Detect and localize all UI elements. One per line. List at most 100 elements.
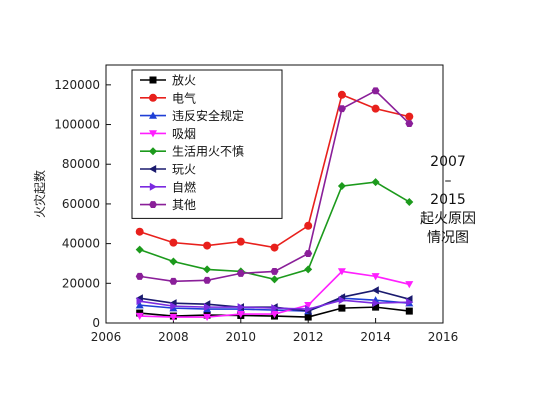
chart-title-line: 2015 [430, 192, 466, 208]
legend-marker [149, 201, 157, 209]
x-tick-label: 2010 [226, 330, 257, 344]
legend-label: 生活用火不慎 [172, 145, 244, 159]
data-point [169, 313, 178, 322]
chart-title-line: 情况图 [427, 230, 469, 246]
legend-item: 吸烟 [140, 127, 196, 141]
data-point [337, 268, 346, 276]
legend-label: 放火 [172, 73, 196, 88]
data-point [136, 297, 144, 306]
data-point [338, 304, 346, 312]
legend-label: 玩火 [172, 163, 196, 177]
legend-label: 其他 [172, 198, 196, 212]
chart-title-line: 起火原因 [420, 211, 476, 227]
legend-marker [149, 76, 157, 84]
data-point [203, 313, 212, 322]
plot-area: 2006 2008 2010 2012 2014 2016 0 20000 40000 6000… [54, 64, 458, 344]
series-5 [135, 178, 414, 284]
legend-item: 生活用火不慎 [140, 145, 244, 159]
legend-item: 放火 [140, 73, 196, 88]
data-point [405, 197, 414, 206]
y-tick-label: 120000 [54, 78, 100, 92]
legend-label: 吸烟 [172, 127, 196, 141]
x-tick-label: 2014 [360, 330, 391, 344]
legend-item: 电气 [140, 90, 196, 105]
plot-frame [105, 64, 444, 324]
data-point [371, 286, 379, 295]
data-point [304, 313, 312, 321]
data-point [405, 307, 413, 315]
legend-box [131, 69, 283, 219]
data-point [203, 265, 212, 274]
y-tick-label: 20000 [62, 276, 100, 290]
chart-title-line: – [445, 173, 452, 189]
legend-label: 违反安全规定 [172, 108, 244, 123]
legend-label: 自燃 [172, 179, 196, 194]
x-tick-label: 2006 [91, 330, 122, 344]
data-point [337, 182, 346, 191]
data-point [170, 302, 178, 311]
series-7 [136, 296, 414, 314]
data-point [236, 310, 245, 319]
data-point [203, 276, 212, 284]
y-tick-label: 80000 [62, 157, 100, 171]
y-tick-label: 40000 [62, 237, 100, 251]
legend-item: 违反安全规定 [140, 108, 244, 123]
x-tick-label: 2008 [158, 330, 189, 344]
data-point [135, 301, 144, 309]
data-point [304, 265, 313, 274]
data-point [271, 304, 279, 313]
data-point [203, 241, 212, 250]
data-point [135, 312, 144, 321]
data-point [270, 310, 279, 319]
chart-title-line: 2007 [430, 154, 466, 170]
data-point [237, 303, 245, 312]
data-point [236, 237, 245, 246]
data-point [304, 301, 313, 310]
data-point [371, 178, 380, 187]
y-axis: 0 20000 40000 60000 80000 100000 120000 [54, 78, 111, 330]
legend-marker [149, 93, 157, 102]
data-point [305, 305, 313, 314]
data-point [270, 275, 279, 284]
data-point [371, 87, 380, 95]
series-2 [135, 90, 414, 252]
y-tick-label: 100000 [54, 118, 100, 132]
data-point [338, 296, 346, 305]
data-point [304, 221, 313, 230]
legend-marker [149, 111, 157, 119]
series-4 [135, 268, 414, 322]
data-point [236, 269, 245, 277]
data-point [135, 272, 144, 280]
series-layer [135, 87, 414, 322]
data-point [405, 112, 414, 121]
y-tick-label: 0 [92, 316, 100, 330]
legend-item: 自燃 [140, 179, 196, 194]
x-tick-label: 2012 [293, 330, 324, 344]
data-point [371, 104, 380, 113]
x-axis: 2006 2008 2010 2012 2014 2016 [91, 318, 458, 344]
series-8 [135, 87, 414, 285]
data-point [405, 120, 414, 128]
data-point [304, 250, 313, 257]
data-point [270, 243, 279, 252]
legend-label: 电气 [172, 90, 196, 105]
data-point [169, 238, 178, 247]
legend-marker [149, 147, 157, 156]
data-point [372, 303, 380, 311]
data-point [135, 245, 144, 254]
data-point [406, 298, 414, 307]
data-point [337, 90, 346, 99]
y-tick-label: 60000 [62, 197, 100, 211]
y-axis-title: 火灾起数 [32, 170, 47, 218]
data-point [270, 267, 279, 275]
data-point [372, 299, 380, 308]
legend-marker [149, 165, 157, 173]
data-point [169, 257, 178, 266]
data-point [169, 277, 178, 285]
legend-marker [149, 130, 157, 138]
data-point [371, 273, 380, 281]
data-point [203, 303, 212, 312]
